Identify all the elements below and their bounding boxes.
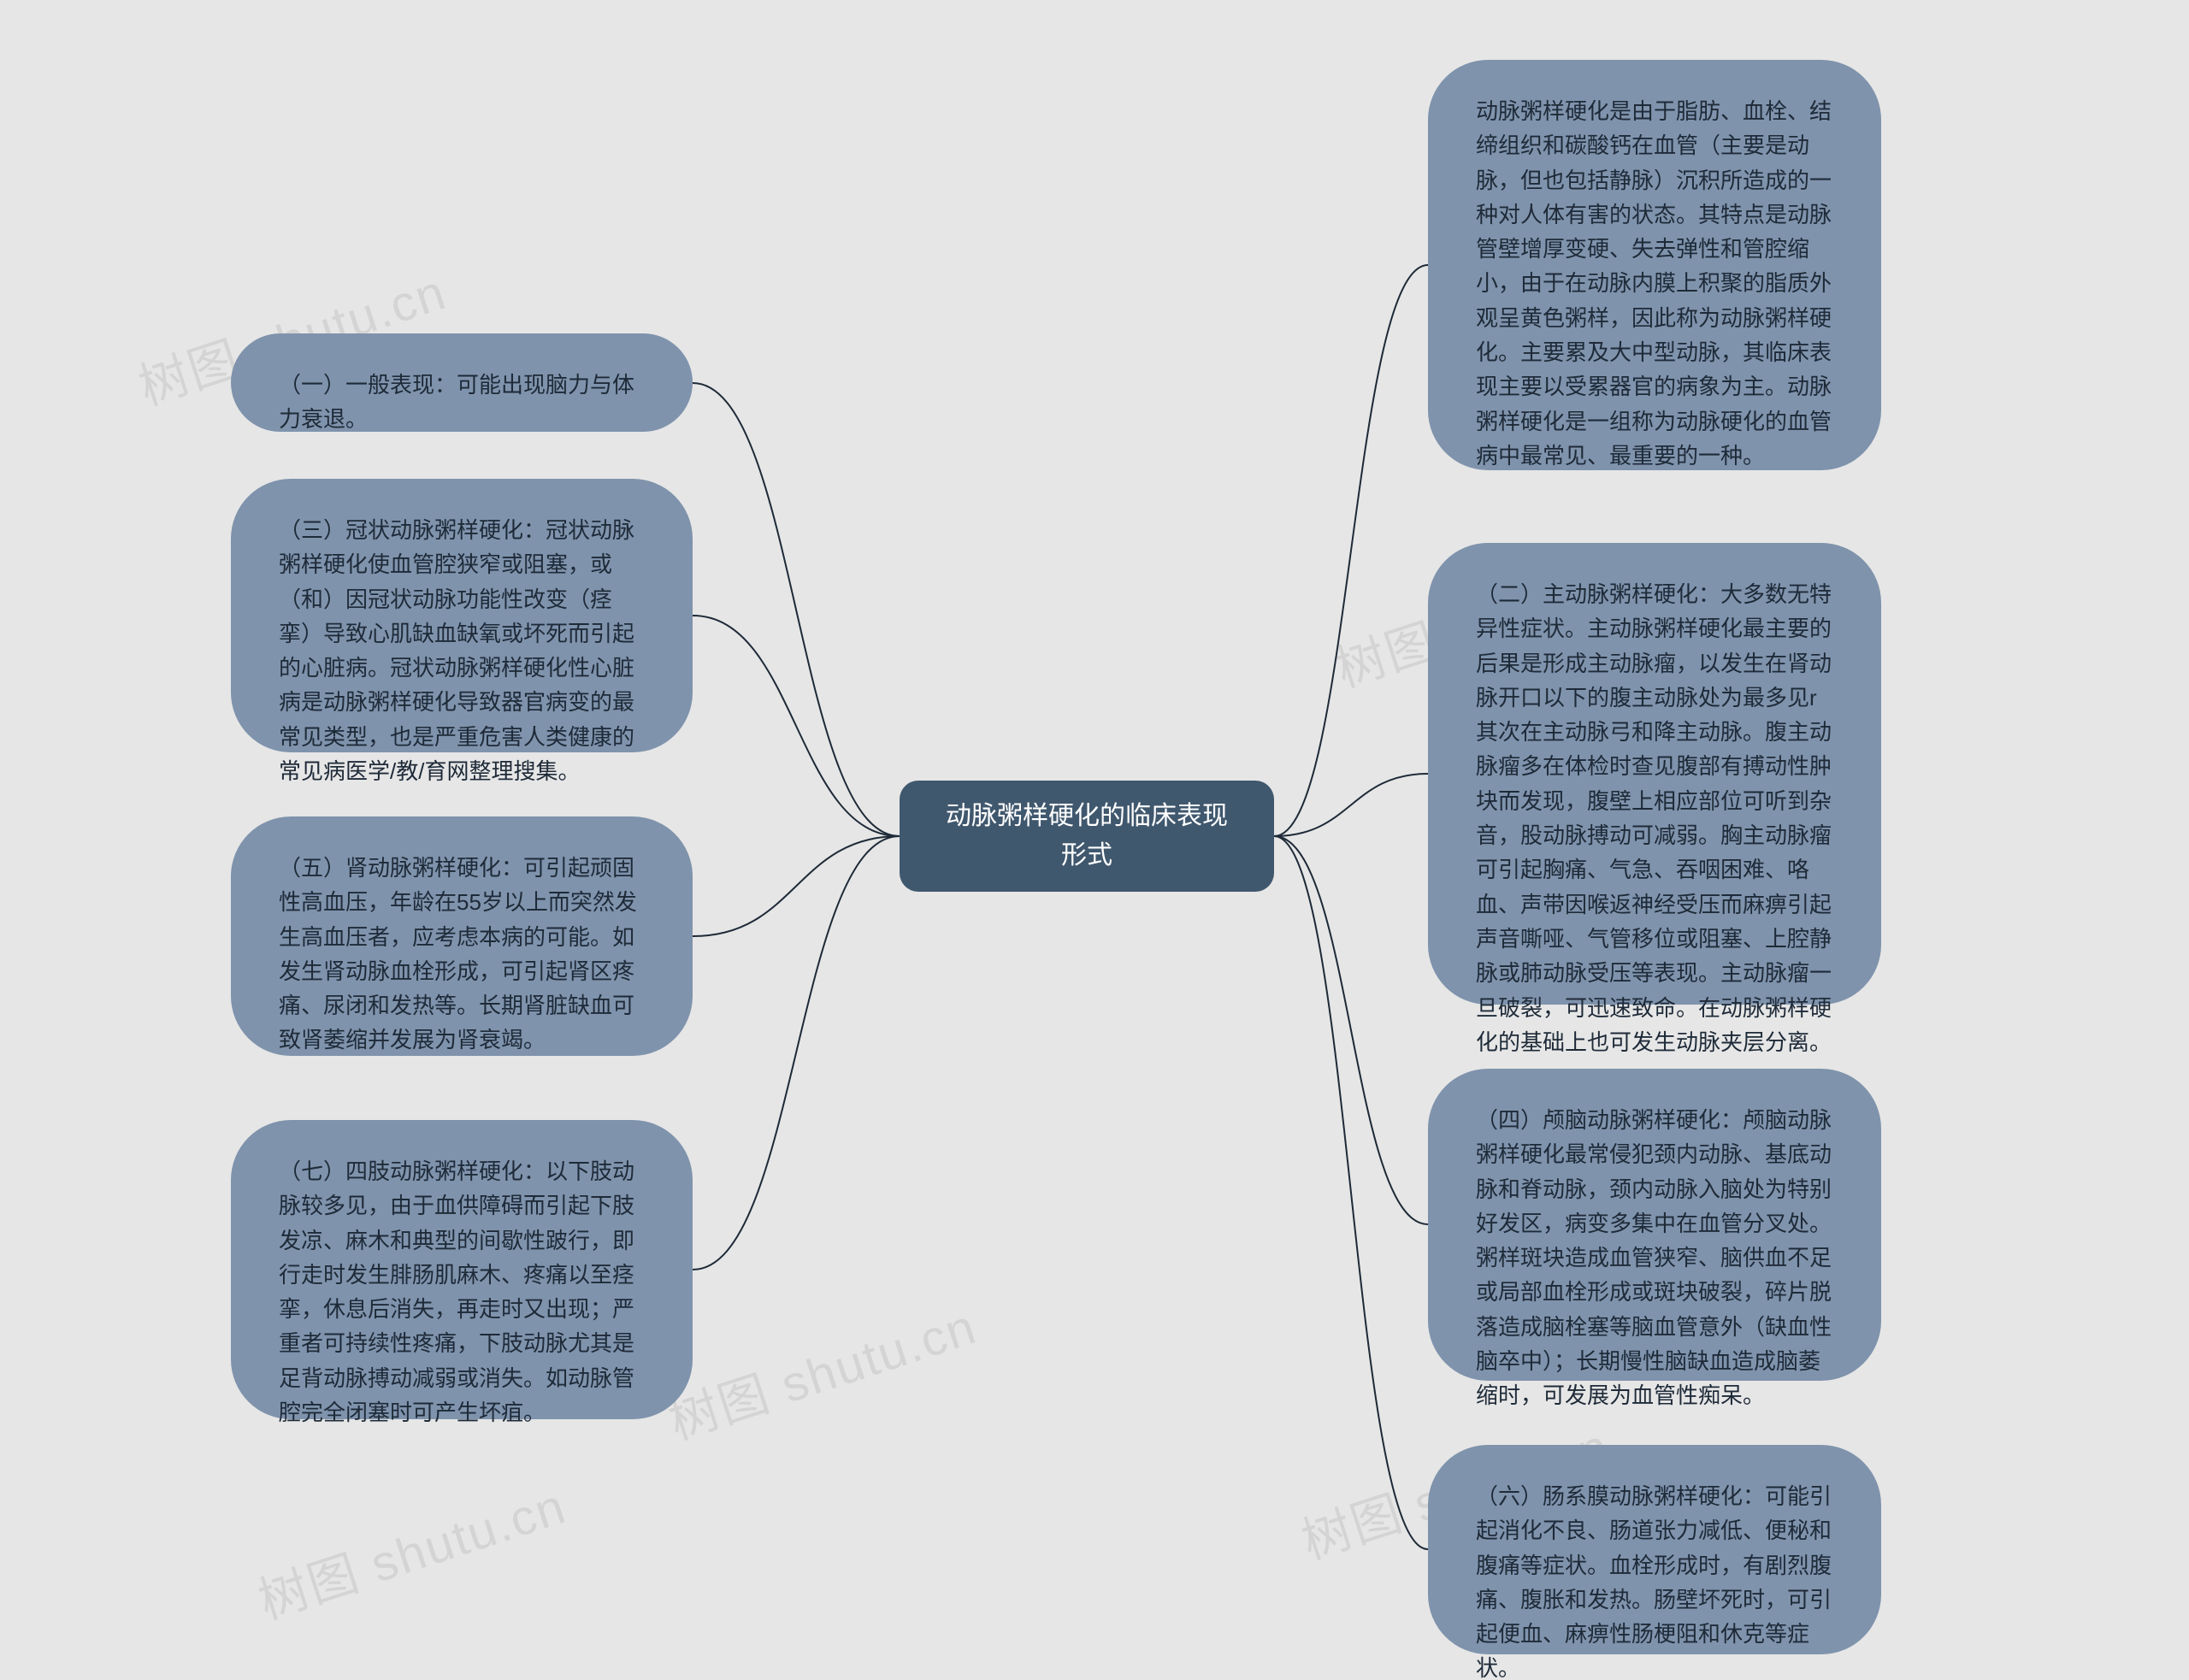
node-text: （七）四肢动脉粥样硬化：以下肢动脉较多见，由于血供障碍而引起下肢发凉、麻木和典型… [279, 1154, 645, 1429]
center-node[interactable]: 动脉粥样硬化的临床表现 形式 [900, 781, 1274, 892]
branch-node[interactable]: （六）肠系膜动脉粥样硬化：可能引起消化不良、肠道张力减低、便秘和腹痛等症状。血栓… [1428, 1445, 1881, 1654]
branch-node[interactable]: （五）肾动脉粥样硬化：可引起顽固性高血压，年龄在55岁以上而突然发生高血压者，应… [231, 816, 693, 1056]
node-text: （五）肾动脉粥样硬化：可引起顽固性高血压，年龄在55岁以上而突然发生高血压者，应… [279, 851, 645, 1058]
branch-node[interactable]: （一）一般表现：可能出现脑力与体力衰退。 [231, 333, 693, 432]
branch-node[interactable]: （七）四肢动脉粥样硬化：以下肢动脉较多见，由于血供障碍而引起下肢发凉、麻木和典型… [231, 1120, 693, 1419]
node-text: （二）主动脉粥样硬化：大多数无特异性症状。主动脉粥样硬化最主要的后果是形成主动脉… [1476, 577, 1833, 1059]
branch-node[interactable]: （四）颅脑动脉粥样硬化：颅脑动脉粥样硬化最常侵犯颈内动脉、基底动脉和脊动脉，颈内… [1428, 1069, 1881, 1381]
branch-node[interactable]: （三）冠状动脉粥样硬化：冠状动脉粥样硬化使血管腔狭窄或阻塞，或（和）因冠状动脉功… [231, 479, 693, 752]
node-text: （一）一般表现：可能出现脑力与体力衰退。 [279, 368, 645, 437]
branch-node[interactable]: （二）主动脉粥样硬化：大多数无特异性症状。主动脉粥样硬化最主要的后果是形成主动脉… [1428, 543, 1881, 1005]
branch-node[interactable]: 动脉粥样硬化是由于脂肪、血栓、结缔组织和碳酸钙在血管（主要是动脉，但也包括静脉）… [1428, 60, 1881, 470]
node-text: 动脉粥样硬化是由于脂肪、血栓、结缔组织和碳酸钙在血管（主要是动脉，但也包括静脉）… [1476, 94, 1833, 473]
node-text: 动脉粥样硬化的临床表现 形式 [946, 797, 1228, 876]
node-text: （三）冠状动脉粥样硬化：冠状动脉粥样硬化使血管腔狭窄或阻塞，或（和）因冠状动脉功… [279, 513, 645, 788]
node-text: （四）颅脑动脉粥样硬化：颅脑动脉粥样硬化最常侵犯颈内动脉、基底动脉和脊动脉，颈内… [1476, 1103, 1833, 1413]
node-text: （六）肠系膜动脉粥样硬化：可能引起消化不良、肠道张力减低、便秘和腹痛等症状。血栓… [1476, 1479, 1833, 1680]
